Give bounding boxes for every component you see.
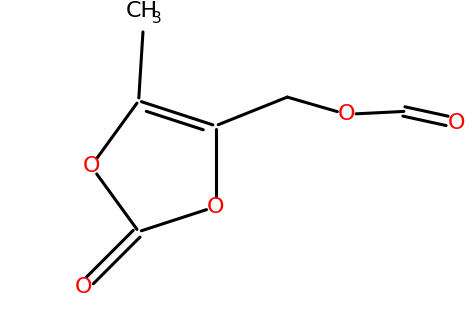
Text: CH: CH [126,1,157,21]
Text: 3: 3 [152,11,162,26]
Text: O: O [82,156,100,176]
Text: O: O [338,104,356,124]
Text: O: O [74,277,92,297]
Text: O: O [448,113,465,133]
Text: O: O [207,197,224,217]
